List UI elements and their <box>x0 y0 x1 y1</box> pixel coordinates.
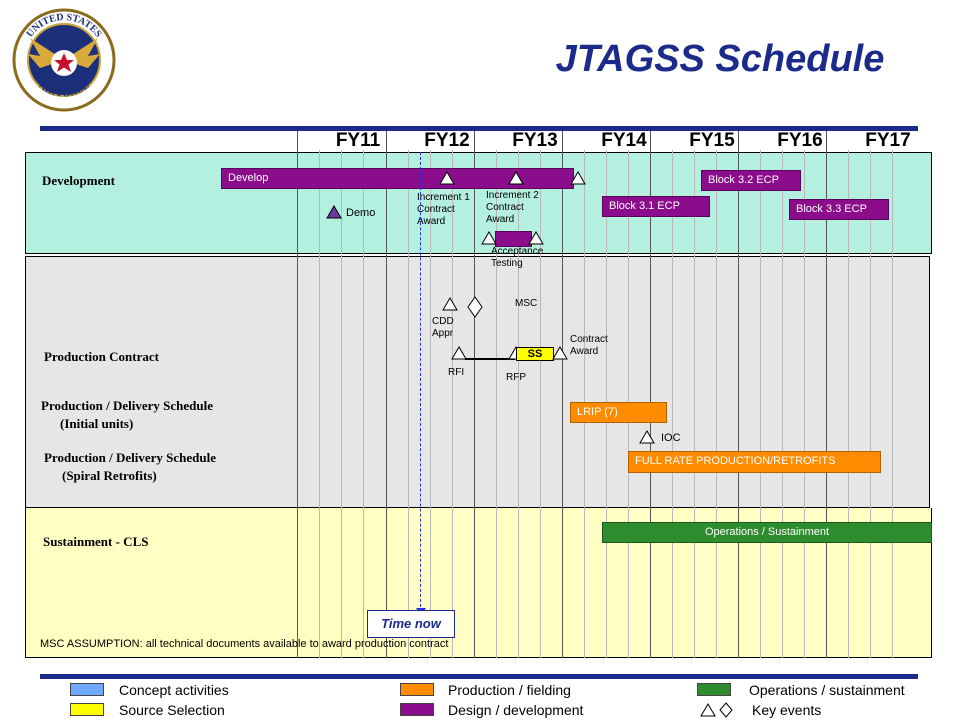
develop-end-triangle-icon <box>570 171 586 185</box>
fy-header: FY17 <box>865 130 911 151</box>
grid-line <box>386 131 387 658</box>
fy-header: FY15 <box>689 130 735 151</box>
increment-1-award-triangle-icon <box>439 171 455 185</box>
block-3-2-ecp-bar: Block 3.2 ECP <box>701 170 801 191</box>
time-now-box: Time now <box>367 610 455 638</box>
fy-header: FY13 <box>512 130 558 151</box>
rfi-rfp-connector <box>465 358 515 360</box>
inc1-label-1: Increment 1 <box>417 192 470 203</box>
grid-line <box>826 131 827 658</box>
grid-line <box>716 150 717 658</box>
acceptance-testing-bar <box>495 231 532 247</box>
rfi-label: RFI <box>448 367 465 378</box>
legend-production-swatch <box>400 683 434 696</box>
grid-line <box>650 131 651 658</box>
cdd-label-1: CDD <box>432 316 454 327</box>
inc2-label-1: Increment 2 <box>486 190 539 201</box>
inc2-label-2: Contract <box>486 202 524 213</box>
full-rate-production-bar: FULL RATE PRODUCTION/RETROFITS <box>628 451 881 473</box>
bottom-rule <box>40 674 918 679</box>
legend-design-label: Design / development <box>448 702 584 718</box>
inc1-label-3: Award <box>417 216 446 227</box>
row-label-production-contract: Production Contract <box>44 349 159 364</box>
contract-label-2: Award <box>570 346 599 357</box>
row-label-sustainment: Sustainment - CLS <box>43 534 149 549</box>
grid-line <box>518 150 519 658</box>
source-selection-bar: SS <box>516 347 554 361</box>
grid-line <box>297 131 298 658</box>
page-title: JTAGSS Schedule <box>555 38 885 80</box>
grid-line <box>892 150 893 658</box>
grid-line <box>848 150 849 658</box>
fy-header: FY11 <box>335 130 381 151</box>
legend-triangle-icon <box>700 703 716 717</box>
grid-line <box>496 150 497 658</box>
air-force-seal: UNITED STATES AIR FORCE <box>12 8 116 112</box>
legend-source-label: Source Selection <box>119 702 225 718</box>
contract-award-triangle-icon <box>552 346 568 360</box>
acceptance-start-triangle-icon <box>481 231 497 245</box>
demo-triangle-icon <box>326 205 342 219</box>
grid-line <box>760 150 761 658</box>
fy-header: FY12 <box>424 130 470 151</box>
ioc-label: IOC <box>661 432 681 444</box>
grid-line <box>562 131 563 658</box>
legend-key-events-label: Key events <box>752 702 822 718</box>
lrip-bar: LRIP (7) <box>570 402 667 423</box>
contract-label-1: Contract <box>570 334 608 345</box>
block-3-1-ecp-bar: Block 3.1 ECP <box>602 196 710 217</box>
time-now-line <box>420 152 421 612</box>
ioc-triangle-icon <box>639 430 655 444</box>
msc-label: MSC <box>515 298 538 309</box>
grid-line <box>452 150 453 658</box>
increment-2-award-triangle-icon <box>508 171 524 185</box>
grid-line <box>319 150 320 658</box>
legend-ops-swatch <box>697 683 731 696</box>
cdd-approval-triangle-icon <box>442 297 458 311</box>
acceptance-label-2: Testing <box>491 258 523 269</box>
row-label-prod-initial-sub: (Initial units) <box>60 416 134 431</box>
msc-diamond-icon <box>467 296 483 318</box>
develop-bar: Develop <box>221 168 574 189</box>
inc1-label-2: Contract <box>417 204 455 215</box>
grid-line <box>408 150 409 658</box>
row-label-development: Development <box>42 173 115 188</box>
legend-source-swatch <box>70 703 104 716</box>
legend-concept-swatch <box>70 683 104 696</box>
grid-line <box>430 150 431 658</box>
legend-production-label: Production / fielding <box>448 682 571 698</box>
top-rule <box>40 126 918 131</box>
grid-line <box>341 150 342 658</box>
grid-line <box>870 150 871 658</box>
grid-line <box>738 131 739 658</box>
operations-sustainment-bar: Operations / Sustainment <box>602 522 932 543</box>
grid-line <box>540 150 541 658</box>
inc2-label-3: Award <box>486 214 515 225</box>
grid-line <box>672 150 673 658</box>
fy-header: FY16 <box>777 130 823 151</box>
grid-line <box>694 150 695 658</box>
rfi-triangle-icon <box>451 346 467 360</box>
grid-line <box>363 150 364 658</box>
acceptance-end-triangle-icon <box>528 231 544 245</box>
cdd-label-2: Appr <box>432 328 454 339</box>
fy-header: FY14 <box>601 130 647 151</box>
legend-diamond-icon <box>719 702 733 718</box>
legend-concept-label: Concept activities <box>119 682 229 698</box>
block-3-3-ecp-bar: Block 3.3 ECP <box>789 199 889 220</box>
grid-line <box>782 150 783 658</box>
row-label-prod-spiral-sub: (Spiral Retrofits) <box>62 468 157 483</box>
rfp-label: RFP <box>506 372 526 383</box>
acceptance-label-1: Acceptance <box>491 246 544 257</box>
row-label-prod-spiral: Production / Delivery Schedule <box>44 450 217 465</box>
row-label-prod-initial: Production / Delivery Schedule <box>41 398 214 413</box>
demo-label: Demo <box>346 207 376 219</box>
legend-design-swatch <box>400 703 434 716</box>
grid-line <box>474 131 475 658</box>
legend-ops-label: Operations / sustainment <box>749 682 905 698</box>
msc-assumption-note: MSC ASSUMPTION: all technical documents … <box>40 638 449 650</box>
grid-line <box>804 150 805 658</box>
